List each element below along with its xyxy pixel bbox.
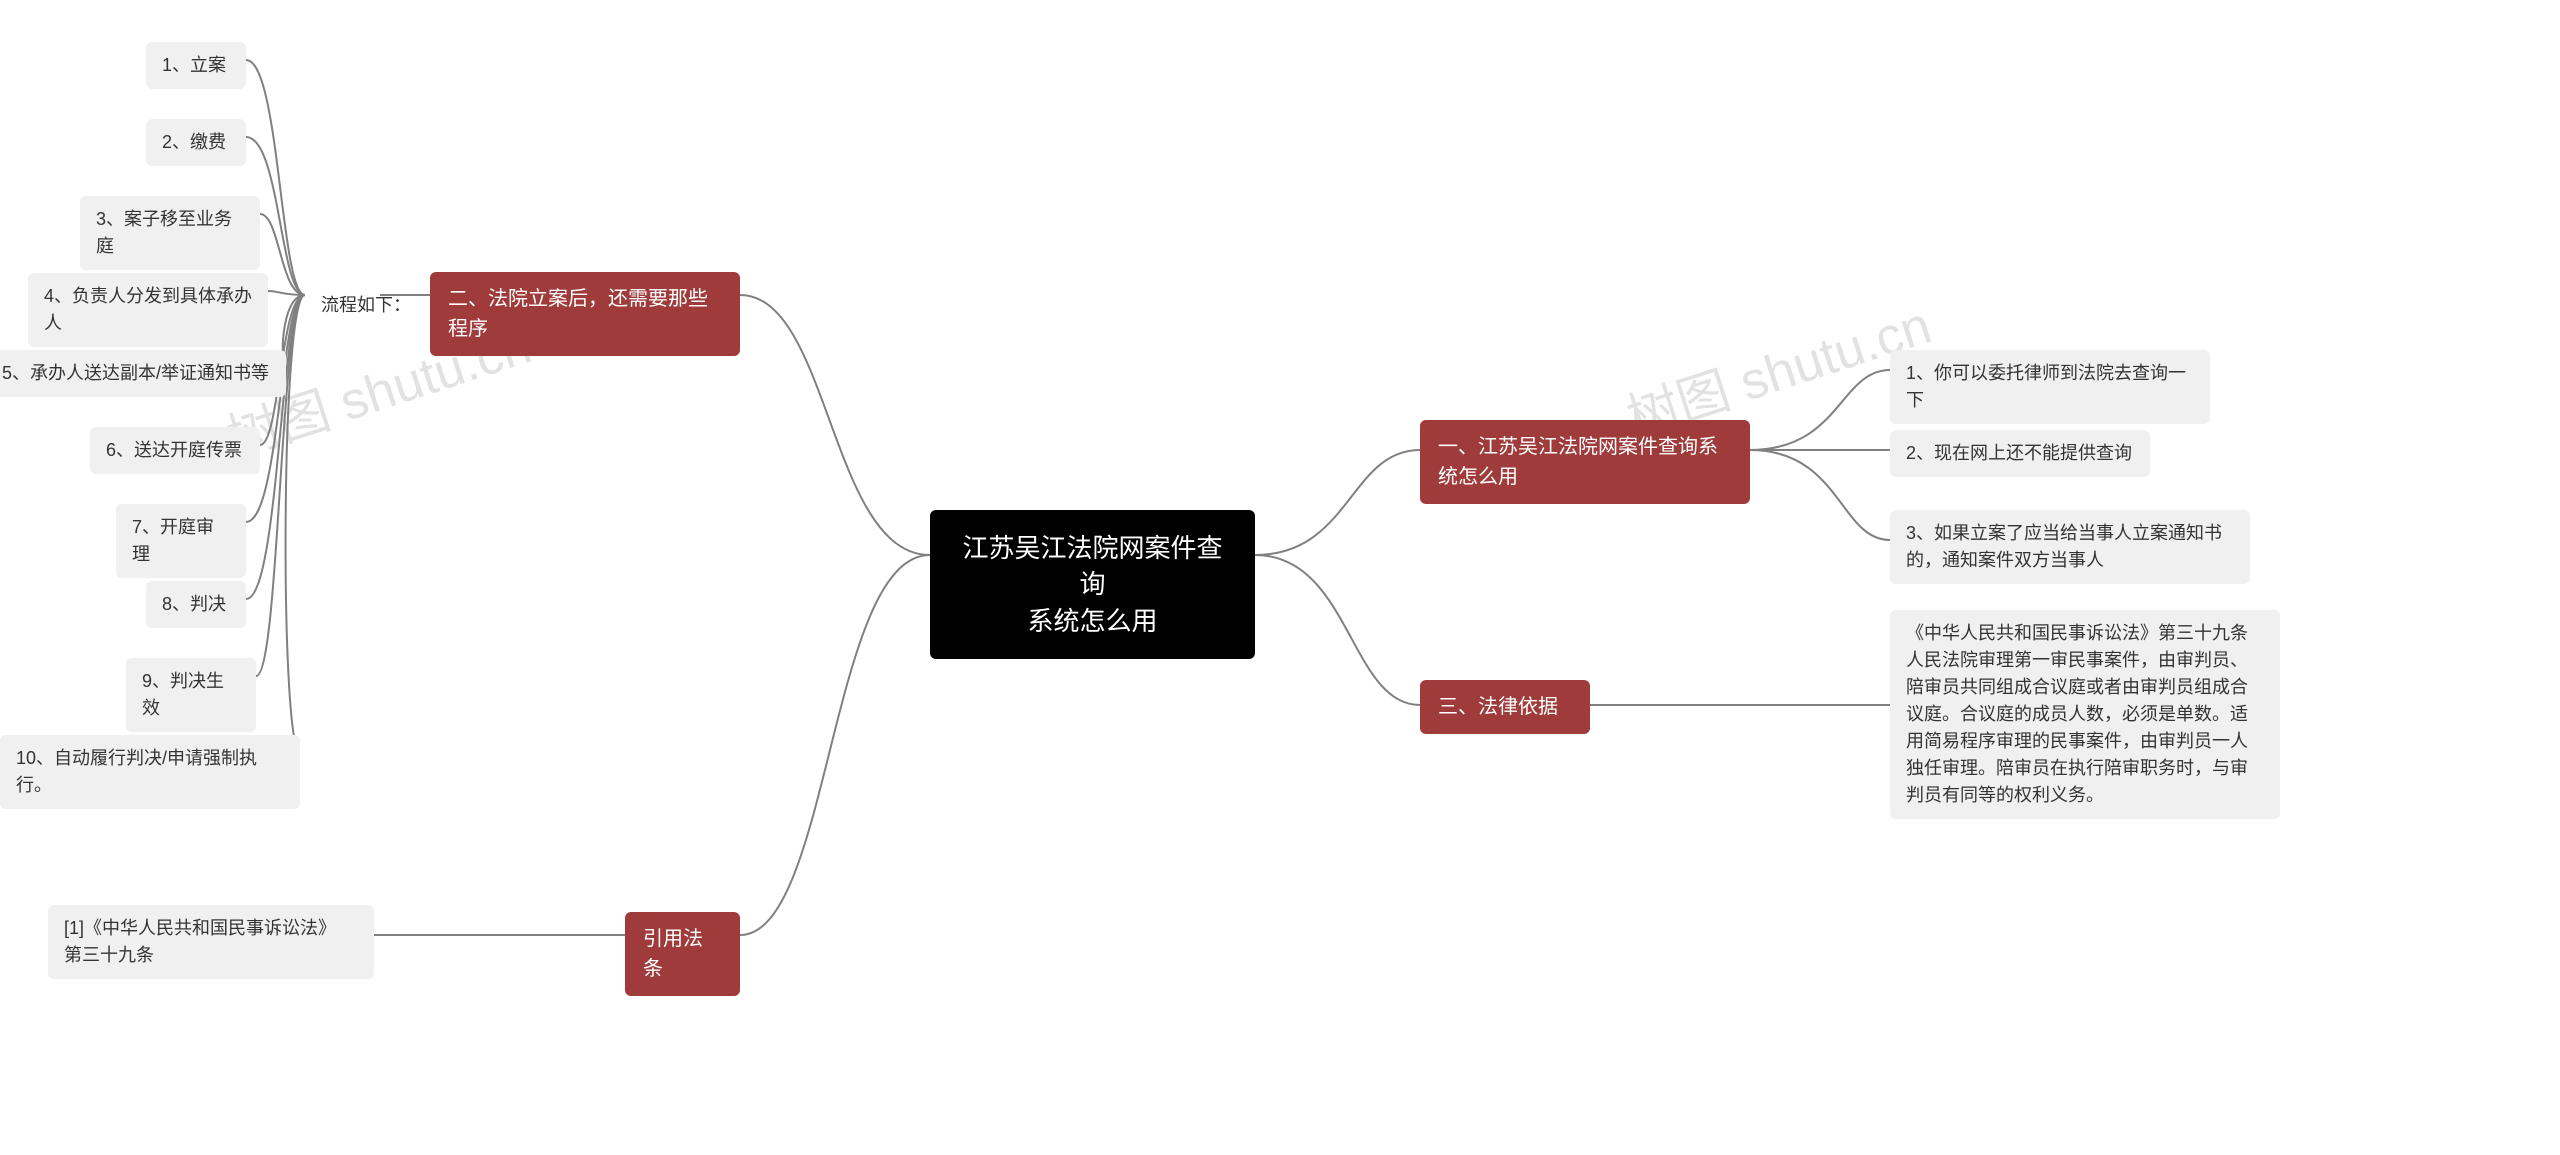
root-line1: 江苏吴江法院网案件查询 bbox=[962, 533, 1222, 599]
leaf-2-5: 5、承办人送达副本/举证通知书等 bbox=[0, 350, 286, 397]
root-node: 江苏吴江法院网案件查询 系统怎么用 bbox=[930, 510, 1255, 659]
root-line2: 系统怎么用 bbox=[1027, 606, 1157, 636]
branch-1: 一、江苏吴江法院网案件查询系统怎么用 bbox=[1420, 420, 1750, 504]
branch-2-sub: 流程如下： bbox=[305, 282, 427, 329]
leaf-1-3: 3、如果立案了应当给当事人立案通知书的，通知案件双方当事人 bbox=[1890, 510, 2250, 584]
leaf-4-1: [1]《中华人民共和国民事诉讼法》 第三十九条 bbox=[48, 905, 374, 979]
branch-3: 三、法律依据 bbox=[1420, 680, 1590, 734]
leaf-2-1: 1、立案 bbox=[146, 42, 246, 89]
leaf-2-3: 3、案子移至业务庭 bbox=[80, 196, 260, 270]
leaf-2-4: 4、负责人分发到具体承办人 bbox=[28, 273, 268, 347]
leaf-2-8: 8、判决 bbox=[146, 581, 246, 628]
leaf-2-10: 10、自动履行判决/申请强制执行。 bbox=[0, 735, 300, 809]
leaf-2-2: 2、缴费 bbox=[146, 119, 246, 166]
leaf-1-2: 2、现在网上还不能提供查询 bbox=[1890, 430, 2150, 477]
branch-4: 引用法条 bbox=[625, 912, 740, 996]
branch-2-label: 二、法院立案后，还需要那些程序 bbox=[448, 288, 708, 340]
leaf-2-9: 9、判决生效 bbox=[126, 658, 256, 732]
leaf-1-1: 1、你可以委托律师到法院去查询一下 bbox=[1890, 350, 2210, 424]
branch-2: 二、法院立案后，还需要那些程序 bbox=[430, 272, 740, 356]
leaf-3-1: 《中华人民共和国民事诉讼法》第三十九条人民法院审理第一审民事案件，由审判员、陪审… bbox=[1890, 610, 2280, 819]
leaf-2-6: 6、送达开庭传票 bbox=[90, 427, 260, 474]
leaf-2-7: 7、开庭审理 bbox=[116, 504, 246, 578]
branch-3-label: 三、法律依据 bbox=[1438, 696, 1558, 718]
branch-1-label: 一、江苏吴江法院网案件查询系统怎么用 bbox=[1438, 436, 1718, 488]
branch-4-label: 引用法条 bbox=[643, 928, 703, 980]
